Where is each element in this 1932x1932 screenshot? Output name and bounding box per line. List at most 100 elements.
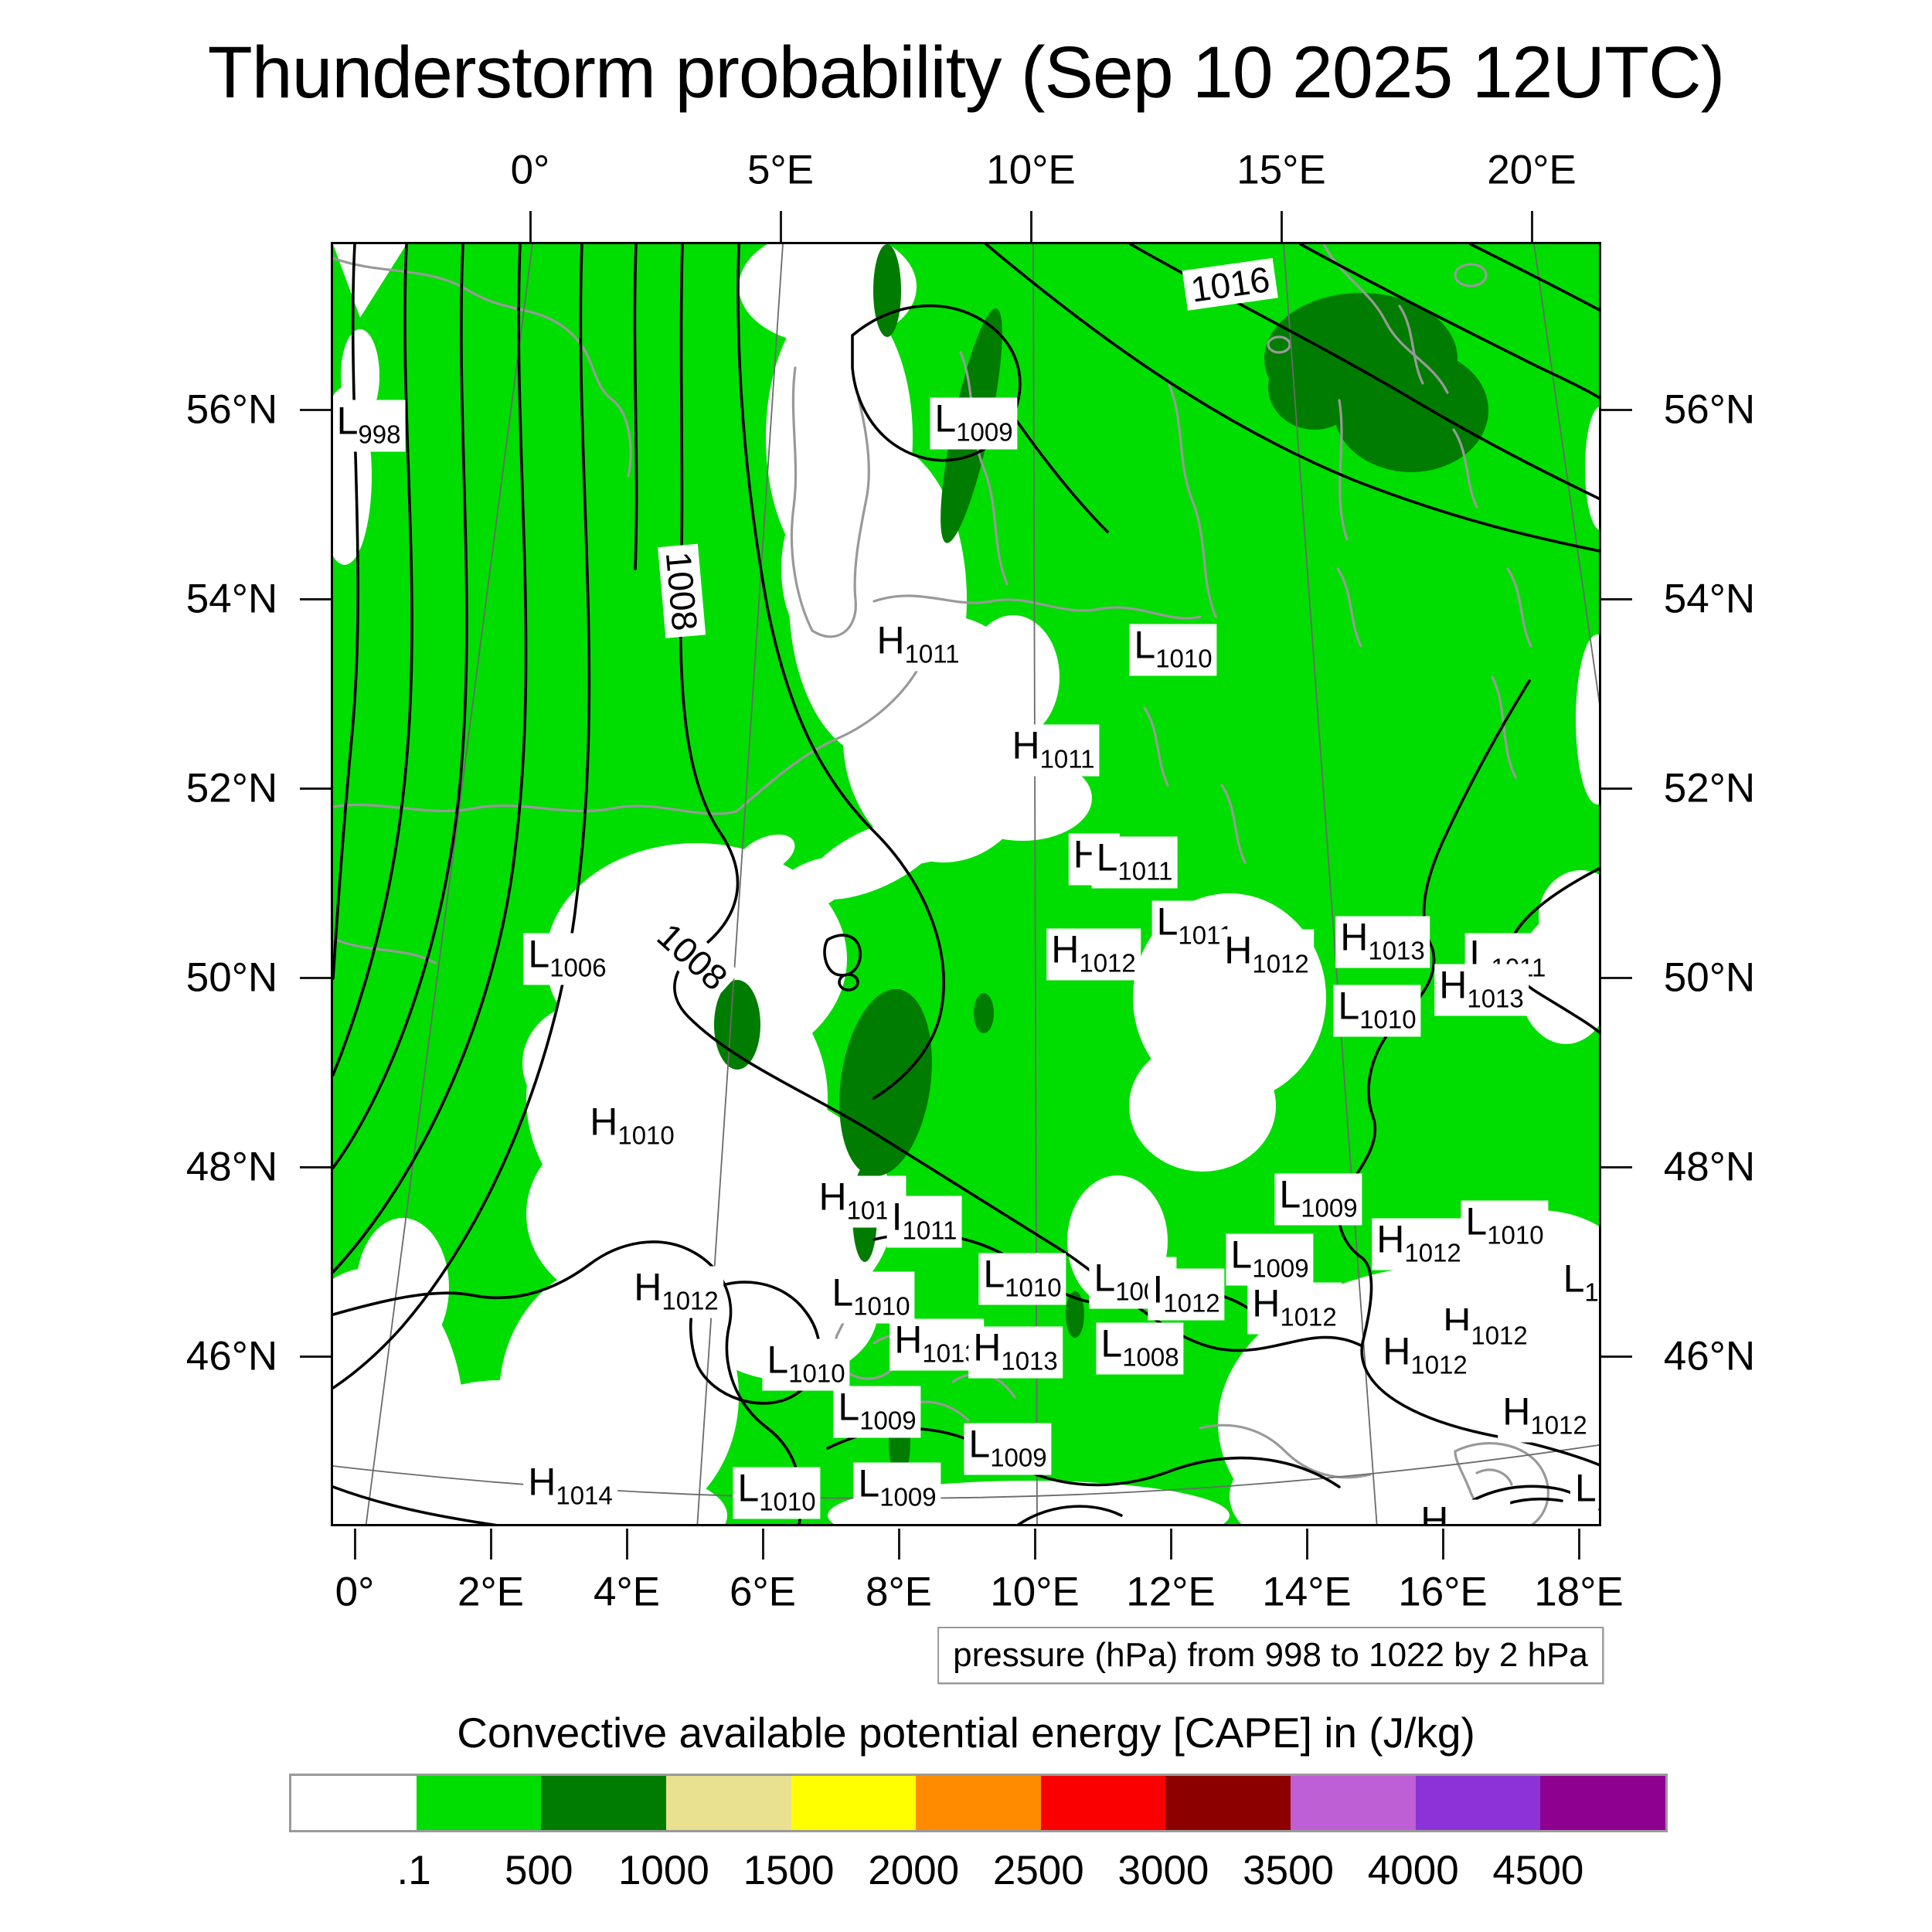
pressure-value: 101 (1584, 1277, 1599, 1307)
right-axis-label: 50°N (1663, 954, 1756, 1001)
bottom-axis-tick (1441, 1529, 1444, 1560)
pressure-center-H1014: H1014 (523, 1461, 617, 1513)
pressure-center-L1009: L1009 (833, 1386, 921, 1438)
bottom-axis-label: 0° (335, 1569, 375, 1615)
pressure-letter: L (983, 1252, 1005, 1296)
pressure-center-H1012: H1012 (1498, 1389, 1592, 1443)
bottom-axis-tick (1577, 1529, 1580, 1560)
colorbar-cell-6 (1040, 1776, 1166, 1830)
pressure-center-H1012: H1012 (629, 1266, 723, 1318)
bottom-axis-tick (625, 1529, 628, 1560)
top-axis-tick (1029, 211, 1032, 242)
pressure-value: 1012 (1404, 1238, 1461, 1267)
pressure-letter: L (858, 1461, 880, 1505)
pressure-center-L1009: L1009 (1089, 1257, 1177, 1309)
right-axis-tick (1601, 408, 1632, 411)
pressure-letter: L (968, 1422, 991, 1466)
right-axis-label: 52°N (1663, 765, 1756, 811)
pressure-center-L1010: L1010 (1333, 984, 1421, 1037)
pressure-value: 1011 (902, 1216, 957, 1245)
pressure-center-H1012: H1012 (1372, 1217, 1466, 1270)
pressure-value: 1 (1597, 1488, 1599, 1516)
pressure-center-L1011: L1011 (1091, 836, 1178, 889)
pressure-center-L1009: L1009 (853, 1461, 941, 1515)
colorbar-cell-8 (1291, 1776, 1416, 1830)
pressure-value: 1013 (1368, 936, 1425, 965)
map-panel: L998L1009H1011L1010H1011H1L1011L1011H101… (331, 242, 1601, 1526)
colorbar-cell-10 (1540, 1776, 1666, 1830)
pressure-letter: H (1012, 723, 1040, 767)
pressure-center-L1009: L1009 (964, 1422, 1052, 1475)
bottom-axis-tick (353, 1529, 356, 1560)
pressure-letter: H (818, 1175, 847, 1219)
pressure-center-H1010: H1010 (585, 1100, 679, 1153)
pressure-letter: H (876, 618, 905, 662)
pressure-letter: L (737, 1466, 760, 1510)
pressure-value: 1011 (1039, 744, 1095, 774)
top-axis-label: 15°E (1236, 147, 1326, 193)
pressure-value: 1009 (1301, 1193, 1358, 1223)
colorbar-title: Convective available potential energy [C… (457, 1709, 1475, 1757)
bottom-axis-tick (1033, 1529, 1036, 1560)
pressure-letter: L (1100, 1321, 1123, 1366)
colorbar-cell-1 (416, 1776, 542, 1830)
page-title: Thunderstorm probability (Sep 10 2025 12… (207, 32, 1726, 114)
pressure-value: 1009 (879, 1482, 937, 1512)
left-axis-label: 56°N (185, 386, 278, 433)
right-axis-label: 46°N (1663, 1333, 1756, 1379)
colorbar-tick-label: 4500 (1492, 1848, 1584, 1893)
left-axis-label: 54°N (185, 576, 278, 622)
bottom-axis-tick (761, 1529, 764, 1560)
pressure-value: 1012 (1448, 1520, 1505, 1525)
pressure-letter: H (1376, 1217, 1405, 1261)
colorbar-tick-label: .1 (396, 1848, 431, 1893)
pressure-center-L1010: L1010 (733, 1466, 821, 1519)
bottom-axis-tick (1305, 1529, 1308, 1560)
pressure-letter: L (1338, 984, 1360, 1028)
pressure-letter: H (590, 1100, 618, 1144)
pressure-center-L1010: L1010 (762, 1338, 850, 1391)
cape-colorbar (289, 1774, 1668, 1832)
right-axis-tick (1601, 787, 1632, 790)
pressure-value: 1012 (1079, 948, 1136, 978)
pressure-value: 1013 (1467, 984, 1524, 1013)
right-axis-tick (1601, 597, 1632, 600)
pressure-center-I1012: I1012 (1148, 1268, 1225, 1321)
pressure-value: 1010 (1487, 1220, 1544, 1250)
pressure-letter: H (1420, 1498, 1449, 1526)
top-axis-label: 10°E (986, 147, 1076, 193)
pressure-letter: H (1502, 1389, 1531, 1434)
colorbar-tick-label: 4000 (1367, 1848, 1459, 1893)
pressure-value: 1014 (556, 1481, 613, 1510)
colorbar-cell-7 (1165, 1776, 1291, 1830)
colorbar-tick-label: 500 (505, 1848, 573, 1893)
cape-darkgreen-regions (714, 244, 1488, 1479)
pressure-center-L1009: L1009 (1226, 1233, 1314, 1286)
left-axis-tick (300, 787, 331, 790)
pressure-value: 1012 (1471, 1321, 1528, 1350)
pressure-center-H1011: H1011 (872, 618, 964, 672)
pressure-center-H1012: H1012 (1247, 1282, 1342, 1335)
pressure-letter: L (767, 1338, 789, 1382)
pressure-value: 1009 (859, 1406, 917, 1435)
pressure-value: 1012 (662, 1286, 719, 1315)
right-axis-label: 54°N (1663, 576, 1756, 622)
bottom-axis-label: 8°E (865, 1569, 933, 1615)
pressure-value: 1010 (1155, 644, 1213, 673)
pressure-value: 1012 (1530, 1410, 1587, 1440)
left-axis-label: 46°N (185, 1333, 278, 1379)
pressure-center-H1012: H1012 (1219, 929, 1314, 981)
pressure-value: 1010 (1359, 1005, 1417, 1034)
pressure-value: 1008 (1122, 1342, 1179, 1372)
left-axis-tick (300, 976, 331, 979)
right-axis-tick (1601, 1355, 1632, 1358)
left-axis-tick (300, 408, 331, 411)
pressure-center-L1010: L1010 (978, 1253, 1066, 1305)
left-axis-label: 48°N (185, 1144, 278, 1190)
colorbar-tick-label: 1000 (617, 1848, 709, 1893)
pressure-value: 1010 (1005, 1273, 1062, 1302)
top-axis-label: 5°E (747, 147, 815, 193)
left-axis-tick (300, 1355, 331, 1358)
pressure-letter: L (1465, 1199, 1488, 1243)
